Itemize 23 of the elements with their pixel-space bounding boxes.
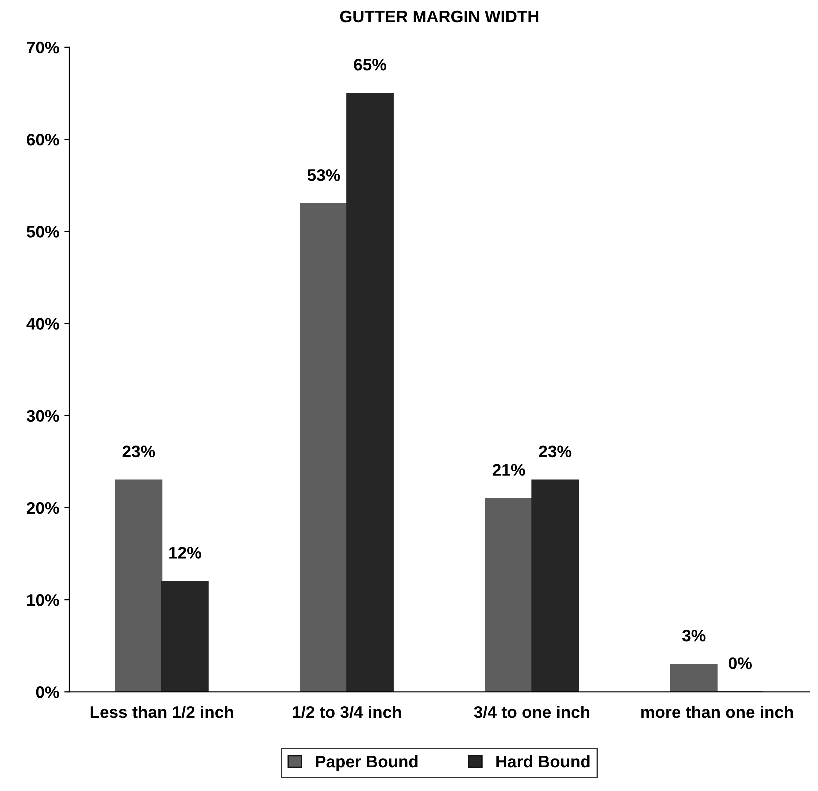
x-tick-label: 1/2 to 3/4 inch xyxy=(293,706,402,718)
legend-label: Paper Bound xyxy=(316,755,418,772)
data-label: 21% xyxy=(492,464,526,476)
data-label: 53% xyxy=(308,169,340,182)
y-tick-label: 20% xyxy=(27,502,60,514)
data-label: 23% xyxy=(539,446,572,458)
y-tick-label: 60% xyxy=(27,134,60,146)
data-label: 23% xyxy=(122,446,156,458)
y-tick-label: 50% xyxy=(26,226,60,238)
legend-label: Hard Bound xyxy=(496,755,590,768)
chart-title: GUTTER MARGIN WIDTH xyxy=(340,10,539,23)
data-label: 65% xyxy=(354,58,387,71)
y-tick-label: 0% xyxy=(36,686,60,698)
y-tick-label: 40% xyxy=(26,318,60,330)
y-tick-label: 30% xyxy=(26,410,60,422)
x-tick-label: Less than 1/2 inch xyxy=(90,706,234,718)
x-tick-label: 3/4 to one inch xyxy=(474,706,590,718)
x-tick-label: more than one inch xyxy=(642,706,794,718)
y-tick-label: 10% xyxy=(28,594,60,606)
data-label: 3% xyxy=(682,630,706,642)
data-label: 0% xyxy=(729,658,752,670)
data-label: 12% xyxy=(170,547,202,559)
y-tick-label: 70% xyxy=(27,42,60,54)
